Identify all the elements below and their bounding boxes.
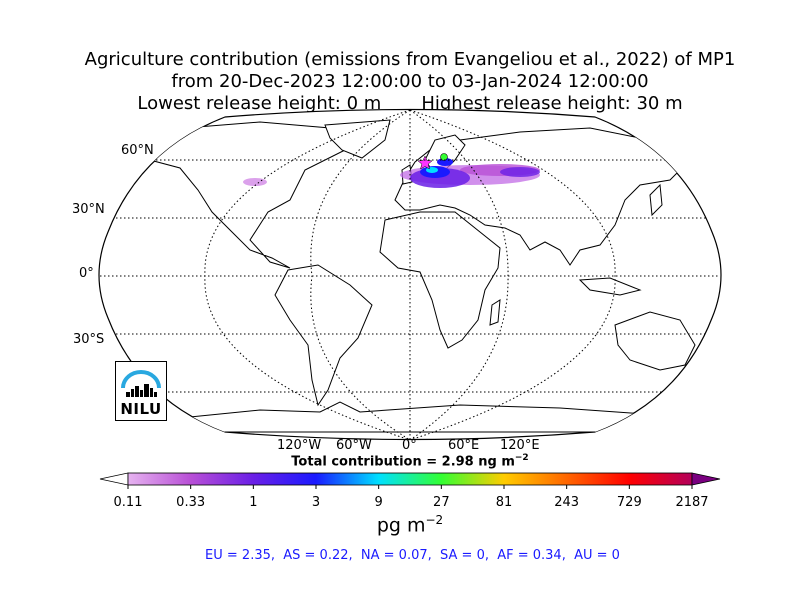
colorbar-unit-text: pg m — [376, 514, 426, 537]
antarctica-outline — [159, 401, 682, 433]
lon-label-120w: 120°W — [277, 438, 322, 453]
colorbar-tick-label: 3 — [311, 495, 321, 510]
colorbar-unit: pg m−2 — [0, 513, 800, 536]
colorbar-unit-exponent: −2 — [425, 513, 444, 527]
colorbar-tick-label: 2187 — [675, 495, 709, 510]
colorbar-body — [127, 472, 693, 486]
madagascar-outline — [489, 299, 501, 326]
colorbar-tick-label: 0.33 — [176, 495, 206, 510]
south-america-outline — [274, 264, 373, 407]
lat-label-30n: 30°N — [72, 202, 105, 217]
total-contribution-exponent: −2 — [514, 453, 529, 463]
graticule — [100, 109, 720, 440]
lon-label-60w: 60°W — [336, 438, 372, 453]
colorbar-tick-label: 9 — [374, 495, 383, 510]
lat-label-30s: 30°S — [73, 332, 105, 347]
regional-totals: EU = 2.35, AS = 0.22, NA = 0.07, SA = 0,… — [205, 548, 620, 563]
colorbar-tick-label: 0.11 — [113, 495, 143, 510]
colorbar-tick-label: 729 — [616, 495, 642, 510]
new-zealand-outline — [694, 368, 709, 397]
nilu-logo: NILU — [115, 361, 167, 421]
colorbar-tick-label: 243 — [554, 495, 580, 510]
lon-label-120e: 120°E — [500, 438, 540, 453]
japan-outline — [649, 183, 663, 217]
total-contribution-text: Total contribution = 2.98 ng m — [291, 454, 515, 470]
nilu-logo-graphic — [121, 370, 161, 397]
nilu-logo-text: NILU — [120, 400, 162, 418]
eurasia-outline — [394, 127, 691, 266]
colorbar-tick-label: 81 — [495, 495, 513, 510]
colorbar-high-extend — [691, 472, 721, 486]
indonesia-outline — [578, 277, 642, 296]
lon-label-60e: 60°E — [448, 438, 480, 453]
australia-outline — [614, 311, 696, 371]
release-site-marker — [440, 153, 448, 161]
title-line-3: Lowest release height: 0 m Highest relea… — [137, 93, 683, 114]
release-site-star — [417, 155, 433, 170]
lat-label-0: 0° — [79, 266, 94, 281]
colorbar-low-extend — [99, 472, 129, 486]
total-contribution: Total contribution = 2.98 ng m−2 — [0, 453, 800, 469]
title-line-1: Agriculture contribution (emissions from… — [84, 49, 736, 70]
colorbar — [99, 472, 721, 489]
title-line-2: from 20-Dec-2023 12:00:00 to 03-Jan-2024… — [171, 71, 649, 92]
colorbar-tick-label: 27 — [433, 495, 450, 510]
lon-label-0: 0° — [402, 438, 417, 453]
concentration-field — [243, 158, 540, 188]
colorbar-tick-label: 1 — [249, 495, 258, 510]
lat-label-60n: 60°N — [121, 143, 154, 158]
greenland-outline — [324, 119, 391, 159]
